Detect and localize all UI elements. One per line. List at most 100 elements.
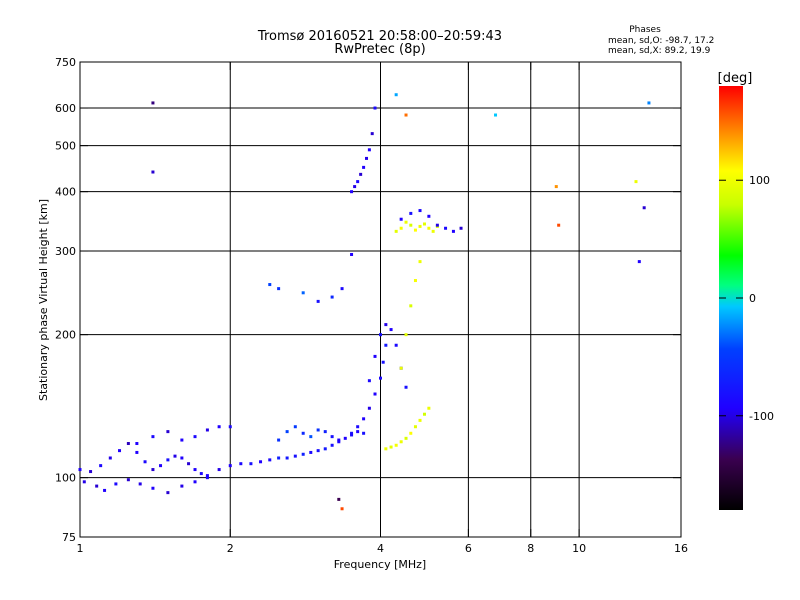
data-point xyxy=(249,462,253,466)
data-point xyxy=(277,438,281,442)
data-point xyxy=(126,478,130,482)
data-point xyxy=(193,435,197,439)
data-point xyxy=(217,425,221,429)
data-point xyxy=(409,431,413,435)
y-tick-label: 600 xyxy=(55,102,76,115)
y-tick-label: 75 xyxy=(62,531,76,544)
data-point xyxy=(422,412,426,416)
data-point xyxy=(362,417,366,421)
y-axis-label: Stationary phase Virtual Height [km] xyxy=(37,199,50,401)
data-point xyxy=(114,482,118,486)
data-point xyxy=(350,190,354,194)
data-point xyxy=(301,452,305,456)
data-point xyxy=(180,456,184,460)
data-point xyxy=(293,425,297,429)
data-point xyxy=(217,468,221,472)
data-point xyxy=(309,435,313,439)
data-point xyxy=(99,464,103,468)
data-point xyxy=(362,431,366,435)
data-point xyxy=(399,217,403,221)
data-point xyxy=(166,430,170,434)
x-tick-label: 8 xyxy=(527,542,534,555)
data-point xyxy=(413,425,417,429)
data-point xyxy=(350,433,354,437)
data-point xyxy=(78,468,82,472)
data-point xyxy=(356,430,360,434)
data-point xyxy=(166,491,170,495)
data-point xyxy=(228,425,232,429)
data-point xyxy=(399,226,403,230)
data-point xyxy=(337,497,341,501)
data-point xyxy=(159,464,163,468)
data-point xyxy=(634,180,638,184)
data-point xyxy=(384,343,388,347)
data-point xyxy=(151,435,155,439)
y-tick-label: 750 xyxy=(55,56,76,69)
data-point xyxy=(367,379,371,383)
data-point xyxy=(356,180,360,184)
data-point xyxy=(343,436,347,440)
data-point xyxy=(409,211,413,215)
colorbar-label: [deg] xyxy=(718,71,753,86)
colorbar-tick-label: 100 xyxy=(749,174,770,187)
data-point xyxy=(367,148,371,152)
data-point xyxy=(205,476,209,480)
data-point xyxy=(151,170,155,174)
stats-heading: Phases xyxy=(629,25,661,35)
data-point xyxy=(435,223,439,227)
data-point xyxy=(166,458,170,462)
stats-x: mean, sd,X: 89.2, 19.9 xyxy=(608,46,711,56)
y-tick-label: 400 xyxy=(55,186,76,199)
data-point xyxy=(394,229,398,233)
data-point xyxy=(340,507,344,511)
y-tick-label: 200 xyxy=(55,329,76,342)
data-point xyxy=(126,442,130,446)
data-point xyxy=(89,470,93,474)
data-point xyxy=(427,214,431,218)
data-point xyxy=(431,229,435,233)
data-point xyxy=(337,440,341,444)
data-point xyxy=(337,438,341,442)
data-point xyxy=(418,260,422,264)
x-tick-label: 16 xyxy=(674,542,688,555)
data-point xyxy=(151,468,155,472)
colorbar-ticks: 100 0 -100 xyxy=(719,174,774,423)
data-point xyxy=(108,456,112,460)
chart-title: Tromsø 20160521 20:58:00–20:59:43 xyxy=(257,29,502,44)
data-point xyxy=(373,354,377,358)
data-point xyxy=(285,430,289,434)
data-point xyxy=(399,440,403,444)
data-point xyxy=(259,460,263,464)
data-point xyxy=(316,428,320,432)
colorbar-tick-label: -100 xyxy=(749,410,774,423)
data-point xyxy=(103,488,107,492)
data-point xyxy=(370,132,374,136)
data-point xyxy=(404,220,408,224)
data-point xyxy=(637,260,641,264)
data-point xyxy=(367,406,371,410)
data-point xyxy=(365,156,369,160)
data-point xyxy=(135,442,139,446)
data-point xyxy=(356,425,360,429)
data-point xyxy=(268,283,272,287)
data-point xyxy=(394,343,398,347)
chart-subtitle: RwPretec (8p) xyxy=(334,42,425,57)
data-point xyxy=(180,484,184,488)
data-point xyxy=(151,486,155,490)
axis-ticks: 1 2 4 6 8 10 16 75 100 200 300 400 500 600 750 xyxy=(55,56,688,555)
data-point xyxy=(330,443,334,447)
data-point xyxy=(404,113,408,117)
data-point xyxy=(143,460,147,464)
data-point xyxy=(459,226,463,230)
data-point xyxy=(554,185,558,189)
x-tick-label: 2 xyxy=(227,542,234,555)
data-point xyxy=(239,462,243,466)
x-tick-label: 1 xyxy=(77,542,84,555)
colorbar-tick-label: 0 xyxy=(749,292,756,305)
data-point xyxy=(427,226,431,230)
data-point xyxy=(316,299,320,303)
data-point xyxy=(118,449,122,453)
stats-o: mean, sd,O: -98.7, 17.2 xyxy=(608,36,714,46)
data-point xyxy=(409,223,413,227)
data-point xyxy=(151,101,155,105)
